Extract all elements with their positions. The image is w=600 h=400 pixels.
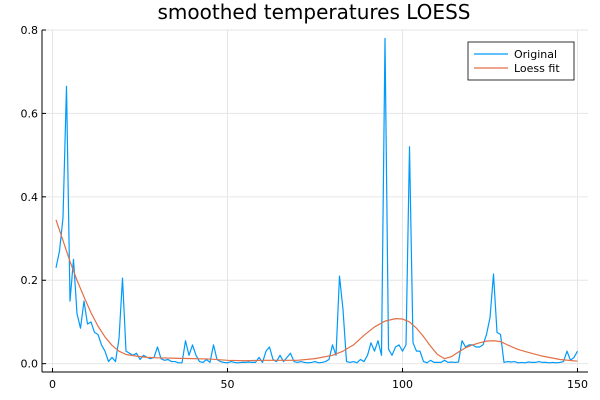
x-tick-label: 50 bbox=[221, 378, 235, 391]
x-tick-label: 0 bbox=[49, 378, 56, 391]
y-tick-label: 0.2 bbox=[21, 274, 39, 287]
y-tick-label: 0.4 bbox=[21, 191, 39, 204]
grid bbox=[42, 29, 588, 372]
series-lines bbox=[55, 37, 579, 364]
legend-label: Loess fit bbox=[514, 62, 560, 75]
chart-title: smoothed temperatures LOESS bbox=[158, 0, 471, 24]
x-tick-label: 100 bbox=[392, 378, 413, 391]
series-line-original bbox=[55, 37, 579, 364]
series-line-loess-fit bbox=[55, 219, 578, 362]
x-tick-label: 150 bbox=[567, 378, 588, 391]
y-tick-label: 0.0 bbox=[21, 358, 39, 371]
axes bbox=[41, 29, 588, 373]
y-tick-label: 0.6 bbox=[21, 107, 39, 120]
tick-labels: 0 50 100 150 0.0 0.2 0.4 0.6 0.8 bbox=[21, 24, 589, 391]
legend-label: Original bbox=[514, 48, 557, 61]
legend-box bbox=[467, 41, 575, 81]
y-tick-label: 0.8 bbox=[21, 24, 39, 37]
